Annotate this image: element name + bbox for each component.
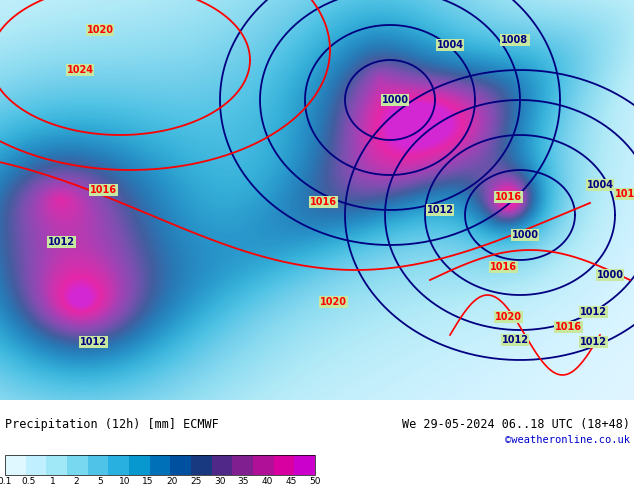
Text: 1000: 1000 (382, 95, 408, 105)
Bar (232, 455, 253, 475)
Text: 1004: 1004 (586, 180, 614, 190)
Bar (191, 455, 212, 475)
Text: 1008: 1008 (501, 35, 529, 45)
Text: 50: 50 (309, 477, 321, 486)
Text: 20: 20 (166, 477, 178, 486)
Text: ©weatheronline.co.uk: ©weatheronline.co.uk (505, 435, 630, 445)
Bar (5, 455, 25, 475)
Text: 1016: 1016 (555, 322, 582, 332)
Text: 0.5: 0.5 (22, 477, 36, 486)
Text: 1016: 1016 (90, 185, 117, 195)
Text: 1020: 1020 (86, 25, 113, 35)
Text: 25: 25 (190, 477, 202, 486)
Text: 1020: 1020 (495, 312, 522, 322)
Text: 15: 15 (142, 477, 154, 486)
Text: 1000: 1000 (512, 230, 538, 240)
Bar (5, 455, 315, 475)
Text: 2: 2 (74, 477, 79, 486)
Bar (67, 455, 87, 475)
Text: 10: 10 (119, 477, 130, 486)
Text: 30: 30 (214, 477, 225, 486)
Text: 0.1: 0.1 (0, 477, 12, 486)
Text: 1024: 1024 (67, 65, 93, 75)
Bar (274, 455, 294, 475)
Text: 1012: 1012 (501, 335, 529, 345)
Text: 1: 1 (50, 477, 56, 486)
Bar (150, 455, 171, 475)
Bar (212, 455, 232, 475)
Text: 1020: 1020 (320, 297, 347, 307)
Text: Precipitation (12h) [mm] ECMWF: Precipitation (12h) [mm] ECMWF (5, 418, 219, 431)
Bar (108, 455, 129, 475)
Bar (87, 455, 108, 475)
Text: 1016: 1016 (615, 189, 634, 199)
Text: 1012: 1012 (580, 337, 607, 347)
Bar (171, 455, 191, 475)
Text: 45: 45 (285, 477, 297, 486)
Text: 5: 5 (98, 477, 103, 486)
Text: 1012: 1012 (427, 205, 453, 215)
Bar (46, 455, 67, 475)
Bar (294, 455, 315, 475)
Text: 1016: 1016 (490, 262, 517, 272)
Text: 1004: 1004 (436, 40, 463, 50)
Text: 1016: 1016 (310, 197, 337, 207)
Text: We 29-05-2024 06..18 UTC (18+48): We 29-05-2024 06..18 UTC (18+48) (402, 418, 630, 431)
Text: 1000: 1000 (597, 270, 623, 280)
Text: 1012: 1012 (80, 337, 107, 347)
Text: 1012: 1012 (48, 237, 75, 247)
Text: 40: 40 (262, 477, 273, 486)
Text: 1016: 1016 (495, 192, 522, 202)
Text: 35: 35 (238, 477, 249, 486)
Text: 1012: 1012 (580, 307, 607, 317)
Bar (25, 455, 46, 475)
Bar (253, 455, 274, 475)
Bar (129, 455, 150, 475)
